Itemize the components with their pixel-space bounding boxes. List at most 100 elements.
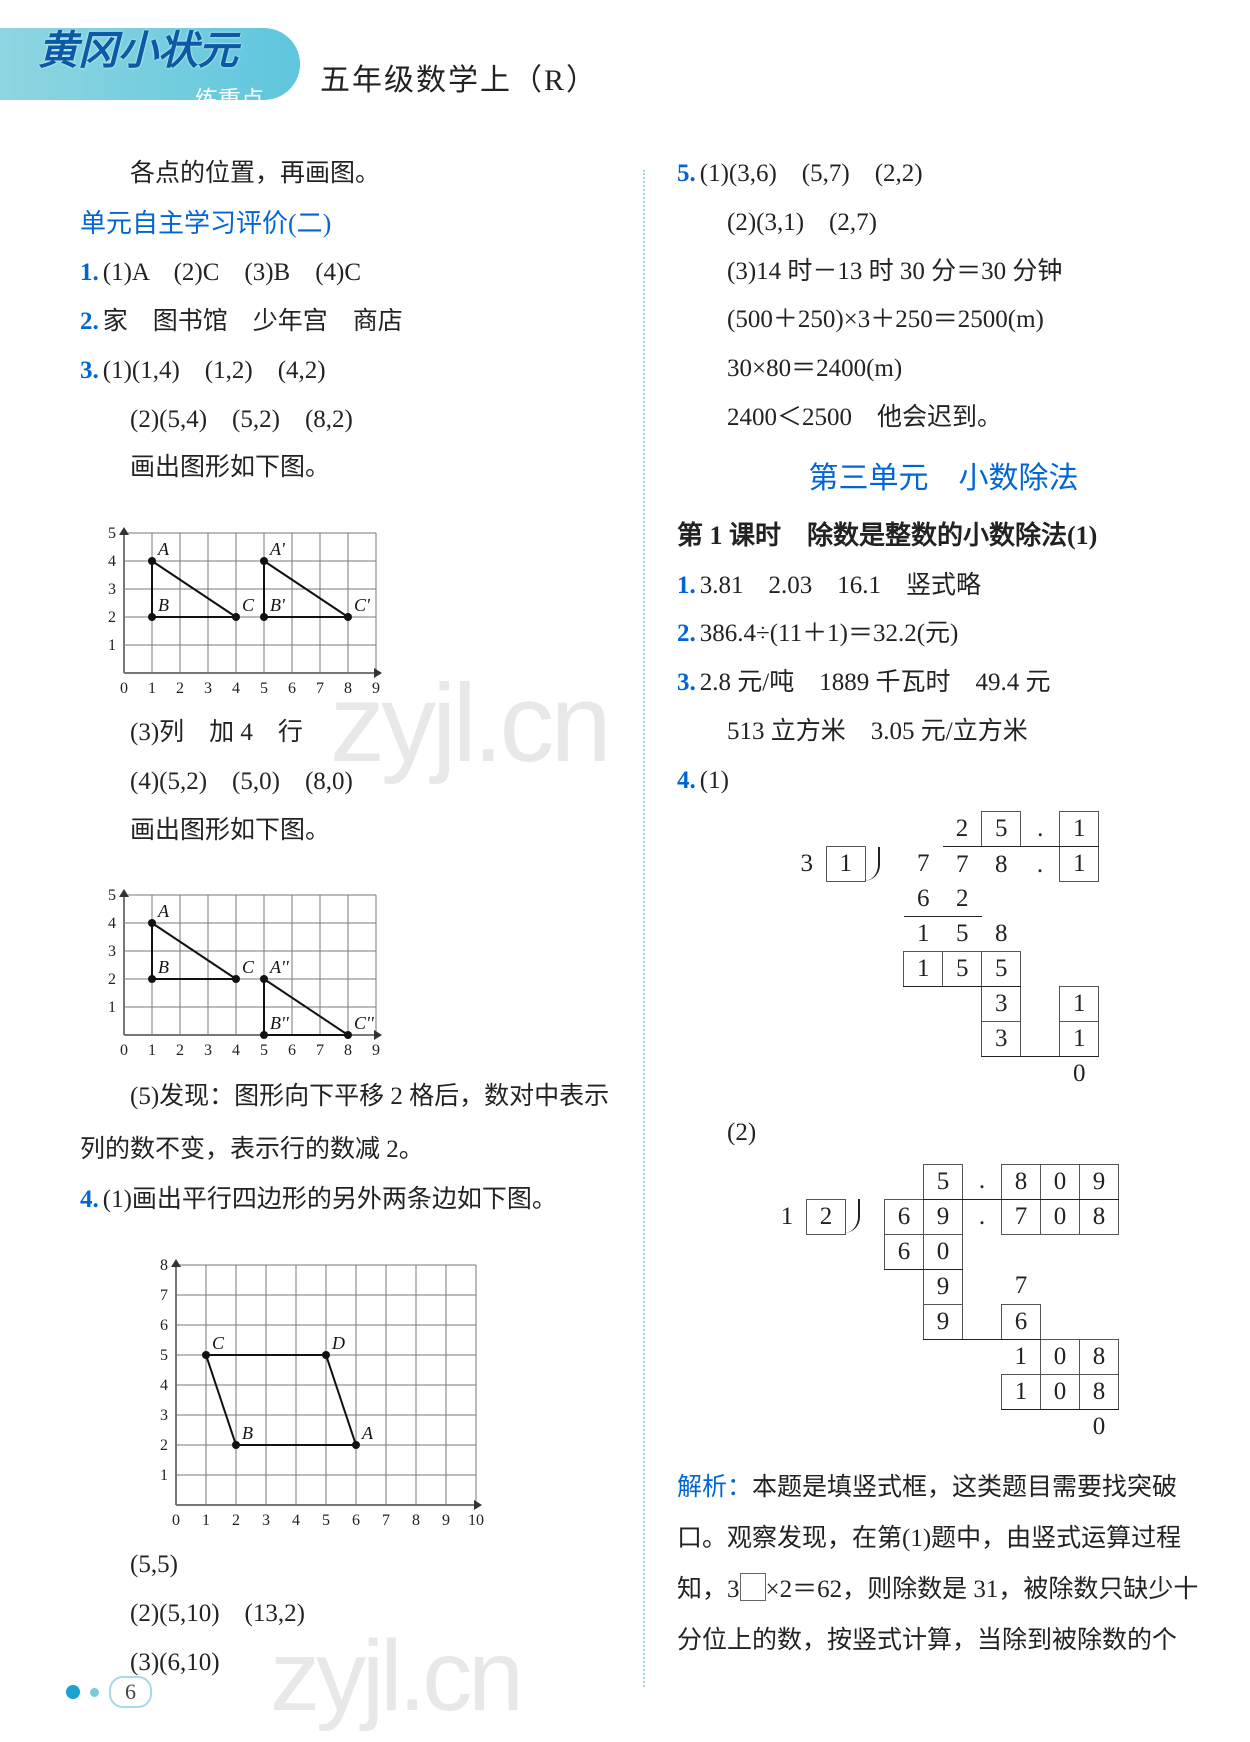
- r4b-label: (2): [677, 1109, 1210, 1158]
- svg-text:4: 4: [232, 680, 240, 697]
- svg-text:5: 5: [108, 525, 116, 542]
- q1-text: (1)A (2)C (3)B (4)C: [103, 259, 361, 286]
- svg-text:A: A: [361, 1423, 374, 1443]
- header: 黄冈小状元 练重点 五年级数学上（R）: [0, 0, 1250, 140]
- svg-text:A'': A'': [269, 957, 290, 977]
- svg-text:1: 1: [202, 1512, 210, 1529]
- svg-text:3: 3: [262, 1512, 270, 1529]
- r3b: 513 立方米 3.05 元/立方米: [677, 708, 1210, 757]
- r4a-text: (1): [700, 767, 729, 794]
- q4-pt1: (5,5): [80, 1541, 613, 1590]
- r3a-text: 2.8 元/吨 1889 千瓦时 49.4 元: [700, 669, 1051, 696]
- svg-text:C: C: [242, 595, 255, 615]
- svg-text:5: 5: [108, 887, 116, 904]
- svg-text:B'': B'': [270, 1013, 290, 1033]
- page-title: 五年级数学上（R）: [320, 55, 598, 99]
- q1: 1.(1)A (2)C (3)B (4)C: [80, 249, 613, 298]
- svg-text:10: 10: [468, 1512, 484, 1529]
- svg-text:6: 6: [160, 1317, 168, 1334]
- q3a-text: (1)(1,4) (1,2) (4,2): [103, 357, 326, 384]
- q4-intro: 4.(1)画出平行四边形的另外两条边如下图。: [80, 1176, 613, 1225]
- svg-text:5: 5: [160, 1347, 168, 1364]
- svg-text:5: 5: [260, 680, 268, 697]
- content-columns: 各点的位置，再画图。 单元自主学习评价(二) 1.(1)A (2)C (3)B …: [0, 140, 1250, 1727]
- svg-text:2: 2: [108, 609, 116, 626]
- svg-text:1: 1: [108, 637, 116, 654]
- figure-2: 012345678912345ABCA''B''C'': [98, 869, 613, 1061]
- svg-text:2: 2: [160, 1437, 168, 1454]
- svg-text:C: C: [212, 1333, 225, 1353]
- q5a: 5.(1)(3,6) (5,7) (2,2): [677, 150, 1210, 199]
- analysis-label: 解析：: [677, 1474, 752, 1501]
- svg-text:2: 2: [232, 1512, 240, 1529]
- svg-text:7: 7: [160, 1287, 168, 1304]
- q2: 2.家 图书馆 少年宫 商店: [80, 298, 613, 347]
- svg-text:B': B': [270, 595, 286, 615]
- q2-text: 家 图书馆 少年宫 商店: [103, 308, 403, 335]
- brand-logo: 黄冈小状元: [38, 18, 238, 76]
- svg-text:9: 9: [372, 680, 380, 697]
- analysis: 解析：本题是填竖式框，这类题目需要找突破口。观察发现，在第(1)题中，由竖式运算…: [677, 1462, 1210, 1667]
- svg-text:8: 8: [344, 1042, 352, 1059]
- svg-text:1: 1: [148, 680, 156, 697]
- svg-text:7: 7: [382, 1512, 390, 1529]
- analysis-text: 本题是填竖式框，这类题目需要找突破口。观察发现，在第(1)题中，由竖式运算过程知…: [677, 1474, 1198, 1655]
- section-title: 单元自主学习评价(二): [80, 199, 613, 250]
- svg-text:C'': C'': [354, 1013, 375, 1033]
- q5a-text: (1)(3,6) (5,7) (2,2): [700, 160, 923, 187]
- svg-text:0: 0: [172, 1512, 180, 1529]
- column-divider: [643, 170, 647, 1687]
- svg-text:4: 4: [292, 1512, 300, 1529]
- svg-text:4: 4: [160, 1377, 168, 1394]
- lesson-title: 第 1 课时 除数是整数的小数除法(1): [677, 515, 1210, 552]
- r1: 1.3.81 2.03 16.1 竖式略: [677, 562, 1210, 611]
- q4-pt3: (3)(6,10): [80, 1639, 613, 1688]
- svg-text:0: 0: [120, 1042, 128, 1059]
- svg-text:2: 2: [176, 680, 184, 697]
- left-column: 各点的位置，再画图。 单元自主学习评价(二) 1.(1)A (2)C (3)B …: [80, 150, 633, 1687]
- svg-text:1: 1: [148, 1042, 156, 1059]
- q5b: (2)(3,1) (2,7): [677, 199, 1210, 248]
- figure-1: 012345678912345ABCA'B'C': [98, 507, 613, 699]
- left-intro: 各点的位置，再画图。: [80, 150, 613, 199]
- q3-a: 3.(1)(1,4) (1,2) (4,2): [80, 347, 613, 396]
- r2-text: 386.4÷(11＋1)＝32.2(元): [700, 620, 959, 647]
- svg-text:A': A': [269, 539, 286, 559]
- svg-text:7: 7: [316, 680, 324, 697]
- svg-text:4: 4: [108, 553, 116, 570]
- svg-text:B: B: [158, 957, 169, 977]
- q5f: 2400＜2500 他会迟到。: [677, 394, 1210, 443]
- svg-text:6: 6: [352, 1512, 360, 1529]
- svg-text:8: 8: [412, 1512, 420, 1529]
- q4-intro-text: (1)画出平行四边形的另外两条边如下图。: [103, 1186, 557, 1213]
- svg-text:6: 6: [288, 1042, 296, 1059]
- long-division-1: 25.1 31778.1 62 158 155 31 31 0: [788, 811, 1100, 1091]
- svg-text:7: 7: [316, 1042, 324, 1059]
- svg-text:9: 9: [442, 1512, 450, 1529]
- svg-text:B: B: [158, 595, 169, 615]
- r3a: 3.2.8 元/吨 1889 千瓦时 49.4 元: [677, 659, 1210, 708]
- dot-icon: [90, 1688, 99, 1697]
- q3-b: (2)(5,4) (5,2) (8,2): [80, 396, 613, 445]
- svg-text:3: 3: [160, 1407, 168, 1424]
- dot-icon: [66, 1685, 80, 1699]
- r1-text: 3.81 2.03 16.1 竖式略: [700, 572, 981, 599]
- svg-text:9: 9: [372, 1042, 380, 1059]
- svg-text:2: 2: [176, 1042, 184, 1059]
- svg-text:6: 6: [288, 680, 296, 697]
- q5d: (500＋250)×3＋250＝2500(m): [677, 296, 1210, 345]
- q3-part4a: (4)(5,2) (5,0) (8,0): [80, 758, 613, 807]
- q4-pt2: (2)(5,10) (13,2): [80, 1590, 613, 1639]
- q3-part5: (5)发现：图形向下平移 2 格后，数对中表示列的数不变，表示行的数减 2。: [80, 1071, 613, 1176]
- svg-text:2: 2: [108, 971, 116, 988]
- svg-text:4: 4: [108, 915, 116, 932]
- svg-text:8: 8: [160, 1257, 168, 1274]
- svg-text:3: 3: [204, 680, 212, 697]
- long-division-2: 5.809 1269.708 60 97 96 108 108 0: [768, 1164, 1119, 1444]
- q3-c: 画出图形如下图。: [80, 444, 613, 493]
- q3-part3: (3)列 加 4 行: [80, 709, 613, 758]
- svg-text:1: 1: [160, 1467, 168, 1484]
- q3-part4b: 画出图形如下图。: [80, 807, 613, 856]
- page-number: 6: [66, 1676, 152, 1708]
- svg-text:B: B: [242, 1423, 253, 1443]
